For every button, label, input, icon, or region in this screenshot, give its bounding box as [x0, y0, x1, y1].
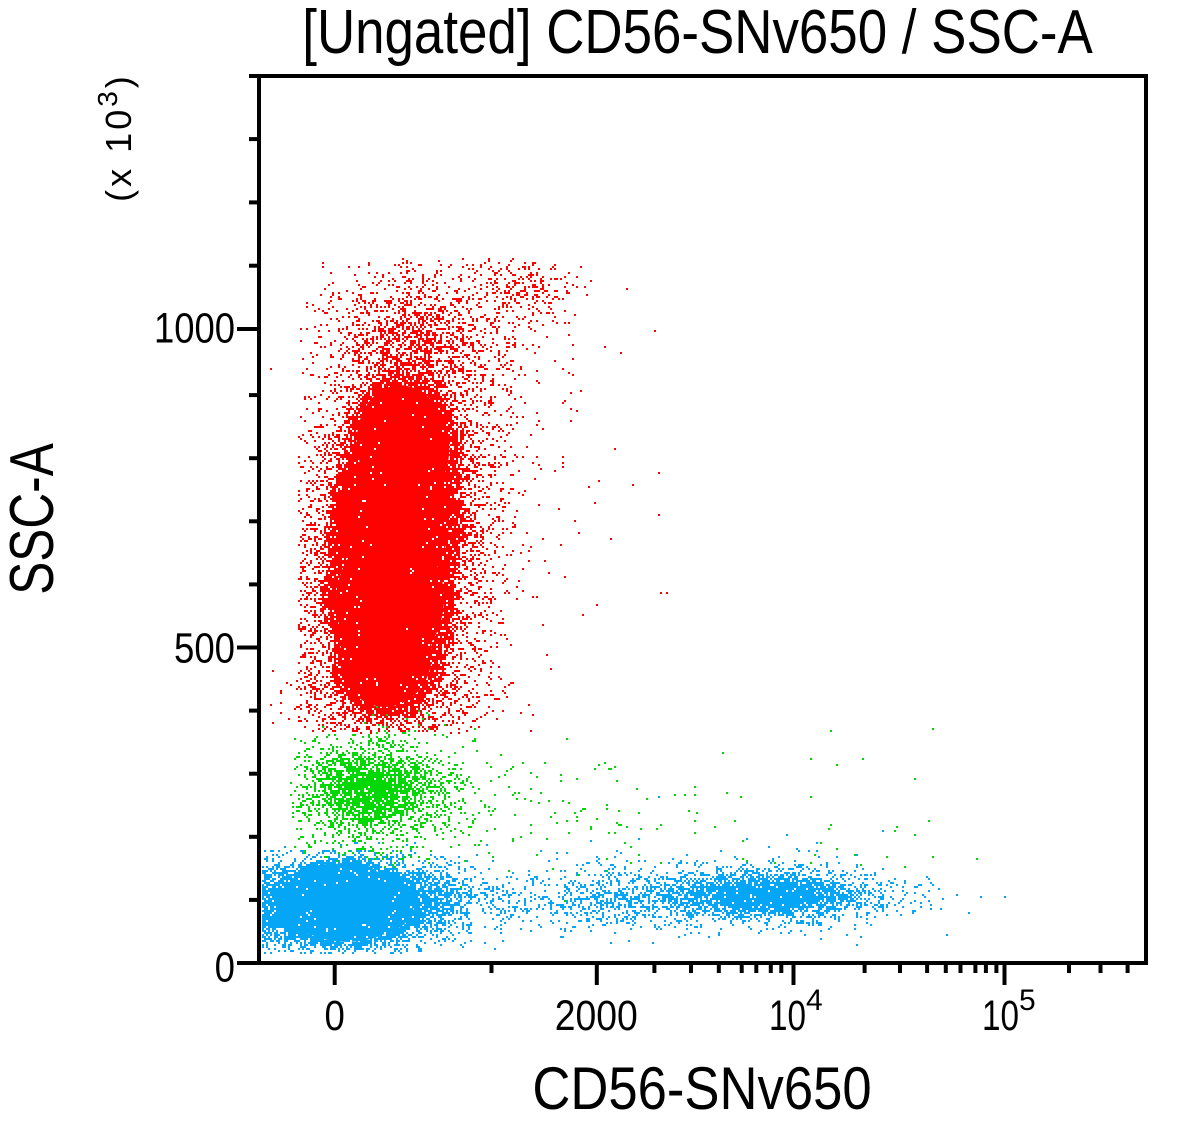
- svg-text:4: 4: [806, 984, 823, 1017]
- svg-text:5: 5: [1019, 984, 1036, 1017]
- svg-text:500: 500: [174, 625, 235, 672]
- svg-text:0: 0: [215, 944, 235, 991]
- svg-text:SSC-A: SSC-A: [0, 443, 66, 595]
- svg-text:1000: 1000: [154, 305, 235, 352]
- svg-text:CD56-SNv650: CD56-SNv650: [532, 1055, 871, 1122]
- svg-text:(x 103): (x 103): [92, 76, 139, 202]
- svg-text:0: 0: [325, 992, 345, 1039]
- svg-text:10: 10: [769, 992, 806, 1040]
- svg-text:2000: 2000: [555, 992, 638, 1040]
- svg-text:[Ungated] CD56-SNv650 / SSC-A: [Ungated] CD56-SNv650 / SSC-A: [302, 0, 1093, 67]
- svg-text:10: 10: [982, 992, 1019, 1040]
